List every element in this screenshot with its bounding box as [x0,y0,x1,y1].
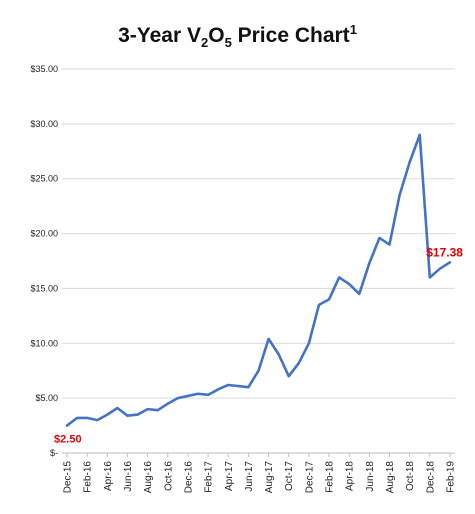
x-tick-label: Apr-16 [103,461,114,491]
chart-title: 3-Year V2O5 Price Chart1 [118,22,357,51]
x-tick-label: Jun-16 [123,461,134,492]
x-tick-label: Apr-17 [224,461,235,491]
x-tick-label: Jun-17 [244,461,255,492]
x-tick-label: Aug-16 [143,461,154,494]
x-tick-label: Oct-17 [284,461,295,491]
x-tick-label: Feb-19 [445,461,456,493]
x-tick-label: Dec-16 [183,461,194,494]
y-tick-label: $25.00 [30,174,58,184]
y-tick-label: $20.00 [30,229,58,239]
x-tick-label: Apr-18 [345,461,356,491]
x-tick-label: Feb-17 [204,461,215,493]
x-tick-label: Aug-18 [385,461,396,494]
x-tick-label: Aug-17 [264,461,275,494]
x-tick-label: Oct-18 [405,461,416,491]
x-tick-label: Jun-18 [365,461,376,492]
price-series-line [65,133,452,427]
data-label-start: $2.50 [54,434,82,446]
y-tick-label: $15.00 [30,283,58,293]
y-tick-label: $5.00 [35,393,58,403]
y-tick-label: $30.00 [30,119,58,129]
x-tick-label: Dec-18 [425,461,436,494]
y-tick-label: $10.00 [30,338,58,348]
data-label-end: $17.38 [426,245,463,259]
x-tick-label: Feb-16 [83,461,94,493]
x-tick-label: Dec-15 [63,461,74,494]
x-tick-label: Dec-17 [304,461,315,494]
x-tick-label: Feb-18 [325,461,336,493]
y-tick-label: $35.00 [30,64,58,74]
y-tick-label: $- [50,448,58,458]
x-tick-label: Oct-16 [163,461,174,491]
